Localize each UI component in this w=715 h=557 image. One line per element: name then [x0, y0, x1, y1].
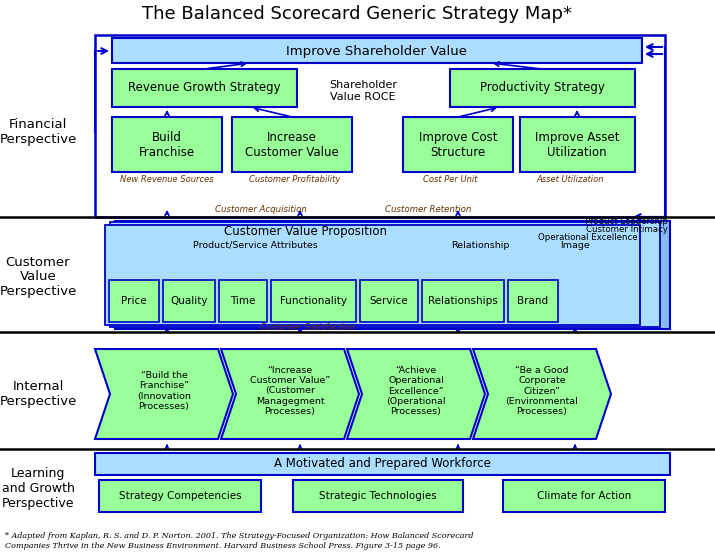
Bar	[450, 69, 635, 107]
Bar	[503, 480, 665, 512]
Text: Shareholder
Value ROCE: Shareholder Value ROCE	[329, 80, 397, 102]
Polygon shape	[347, 349, 485, 439]
Bar	[360, 280, 418, 322]
Text: Improve Asset
Utilization: Improve Asset Utilization	[535, 131, 619, 159]
Text: Quality: Quality	[170, 296, 208, 306]
Text: Strategy Competencies: Strategy Competencies	[119, 491, 242, 501]
Text: Operational Excellence: Operational Excellence	[538, 232, 638, 242]
Bar	[219, 280, 267, 322]
Text: Service: Service	[370, 296, 408, 306]
Text: Customer Value Proposition: Customer Value Proposition	[224, 226, 387, 238]
Bar	[112, 69, 297, 107]
Text: Customer Retention: Customer Retention	[385, 204, 471, 213]
Bar	[112, 38, 642, 63]
Text: “Build the
Franchise”
(Innovation
Processes): “Build the Franchise” (Innovation Proces…	[137, 371, 191, 411]
Bar	[112, 117, 222, 172]
Text: Build
Franchise: Build Franchise	[139, 131, 195, 159]
Text: Revenue Growth Strategy: Revenue Growth Strategy	[128, 81, 280, 95]
Text: Brand: Brand	[518, 296, 548, 306]
Text: Increase
Customer Value: Increase Customer Value	[245, 131, 339, 159]
Text: The Balanced Scorecard Generic Strategy Map*: The Balanced Scorecard Generic Strategy …	[142, 5, 572, 23]
Bar	[95, 35, 665, 217]
Text: Time: Time	[230, 296, 256, 306]
Bar	[95, 453, 670, 475]
Text: Improve Shareholder Value: Improve Shareholder Value	[287, 45, 468, 57]
Text: Relationships: Relationships	[428, 296, 498, 306]
Text: Customer Acquisition: Customer Acquisition	[215, 204, 307, 213]
Text: Financial
Perspective: Financial Perspective	[0, 118, 77, 146]
Text: Asset Utilization: Asset Utilization	[536, 174, 603, 183]
Bar	[163, 280, 215, 322]
Text: Image: Image	[560, 241, 590, 250]
Bar	[508, 280, 558, 322]
Text: Climate for Action: Climate for Action	[537, 491, 631, 501]
Bar	[403, 117, 513, 172]
Bar	[271, 280, 356, 322]
Text: Functionality: Functionality	[280, 296, 347, 306]
Bar	[105, 225, 640, 325]
Bar	[422, 280, 504, 322]
Bar	[110, 222, 660, 327]
Text: Customer Intimacy: Customer Intimacy	[586, 224, 668, 233]
Text: Product/Service Attributes: Product/Service Attributes	[192, 241, 317, 250]
Text: “Be a Good
Corporate
Citizen”
(Environmental
Processes): “Be a Good Corporate Citizen” (Environme…	[506, 366, 578, 416]
Text: Customer
Value
Perspective: Customer Value Perspective	[0, 256, 77, 299]
Text: Price: Price	[121, 296, 147, 306]
Text: Customer Satisfaction: Customer Satisfaction	[260, 323, 355, 331]
Bar	[520, 117, 635, 172]
Bar	[109, 280, 159, 322]
Text: Productivity Strategy: Productivity Strategy	[480, 81, 604, 95]
Text: Improve Cost
Structure: Improve Cost Structure	[419, 131, 497, 159]
Bar	[115, 221, 670, 329]
Text: Relationship: Relationship	[451, 241, 509, 250]
Text: “Increase
Customer Value”
(Customer
Managegment
Processes): “Increase Customer Value” (Customer Mana…	[250, 366, 330, 416]
Text: Learning
and Growth
Perspective: Learning and Growth Perspective	[1, 467, 74, 511]
Polygon shape	[473, 349, 611, 439]
Text: Product Leadership: Product Leadership	[585, 217, 668, 226]
Text: A Motivated and Prepared Workforce: A Motivated and Prepared Workforce	[274, 457, 490, 471]
Text: New Revenue Sources: New Revenue Sources	[120, 174, 214, 183]
Text: * Adapted from Kaplan, R. S. and D. P. Norton. 2001. The Strategy-Focused Organi: * Adapted from Kaplan, R. S. and D. P. N…	[5, 532, 473, 550]
Bar	[232, 117, 352, 172]
Text: Internal
Perspective: Internal Perspective	[0, 380, 77, 408]
Text: Strategic Technologies: Strategic Technologies	[319, 491, 437, 501]
Text: “Achieve
Operational
Excellence”
(Operational
Processes): “Achieve Operational Excellence” (Operat…	[386, 366, 445, 416]
Text: Cost Per Unit: Cost Per Unit	[423, 174, 477, 183]
Bar	[99, 480, 261, 512]
Polygon shape	[95, 349, 233, 439]
Bar	[293, 480, 463, 512]
Polygon shape	[221, 349, 359, 439]
Text: Customer Profitability: Customer Profitability	[250, 174, 340, 183]
